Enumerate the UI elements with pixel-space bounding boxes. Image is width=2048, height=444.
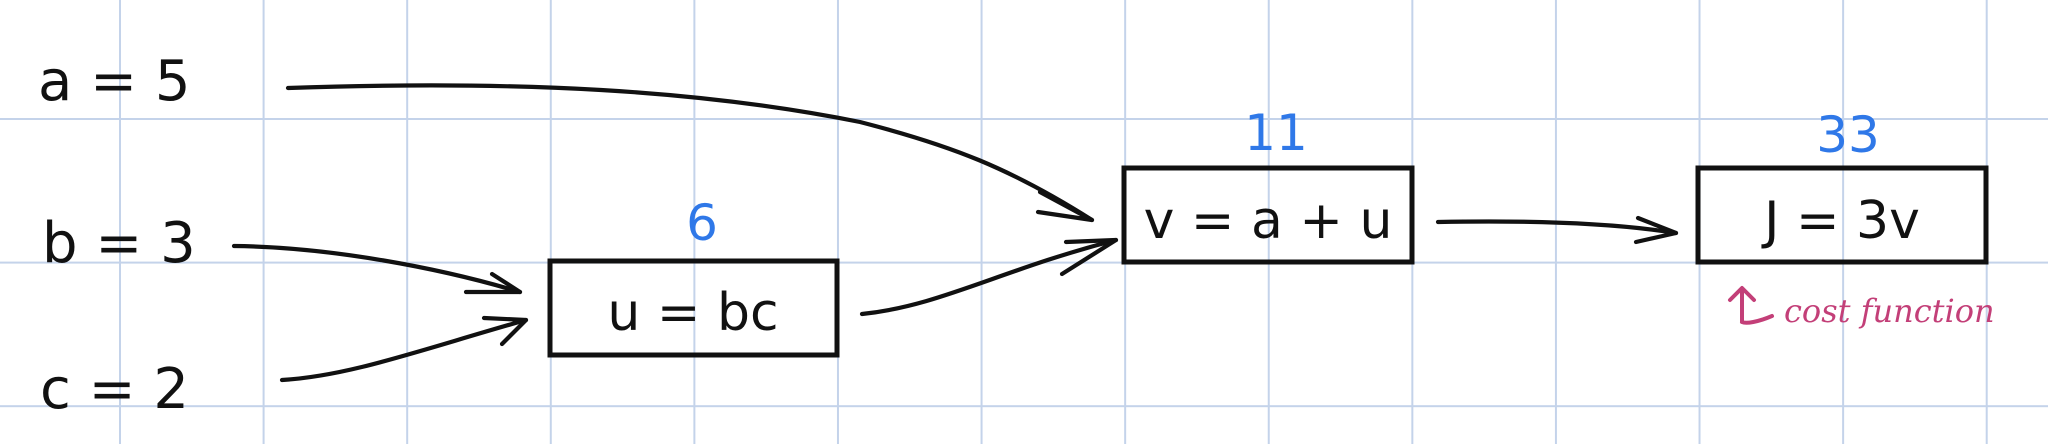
node-j-value: 33 (1816, 106, 1880, 164)
edge-u-to-v (859, 237, 1119, 317)
annotation-cost-function: cost function (1784, 292, 1995, 330)
node-u-expression: u = bc (607, 283, 778, 343)
edge-a-to-v (285, 83, 1095, 223)
edge-c-to-u (279, 317, 529, 383)
edge-v-to-j (1435, 219, 1679, 236)
edge-b-to-u-arrowhead (463, 271, 523, 295)
node-u-value: 6 (686, 194, 718, 252)
edge-u-to-v-arrowhead (1059, 237, 1119, 277)
node-v-value: 11 (1244, 104, 1308, 162)
node-j-expression: J = 3v (1761, 191, 1920, 251)
edge-b-to-u (231, 243, 523, 295)
input-a: a = 5 (38, 49, 190, 114)
node-v-expression: v = a + u (1144, 191, 1393, 251)
node-j-box (1695, 165, 1989, 265)
edge-a-to-v-arrowhead (1035, 189, 1095, 223)
node-u-box (547, 258, 840, 358)
edge-c-to-u-arrowhead (481, 315, 529, 347)
input-b: b = 3 (42, 211, 196, 276)
edge-v-to-j-arrowhead (1633, 215, 1679, 245)
annotation-arrow-icon (1728, 286, 1774, 325)
input-c: c = 2 (40, 357, 189, 422)
node-v-box (1121, 165, 1415, 265)
